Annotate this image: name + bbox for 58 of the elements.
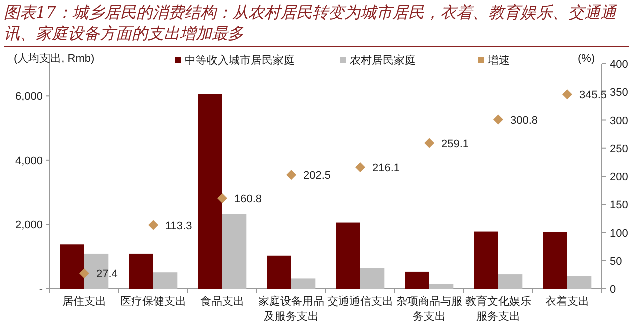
data-label: 27.4 <box>96 268 118 281</box>
point <box>356 162 366 172</box>
y2-tick-label: 200 <box>610 172 628 184</box>
y2-tick-label: 0 <box>610 284 616 296</box>
bar <box>360 268 385 289</box>
y2-tick-label: 400 <box>610 59 628 71</box>
y2-tick-label: 300 <box>610 115 628 128</box>
y2-tick-label: 250 <box>610 143 628 156</box>
x-tick-label: 居住支出 <box>62 295 106 308</box>
bar <box>498 274 523 289</box>
y2-tick-label: 150 <box>610 200 628 212</box>
x-tick-label: 食品支出 <box>200 295 244 308</box>
y2-tick-label: 350 <box>610 87 628 100</box>
data-label: 300.8 <box>510 114 538 127</box>
data-label: 345.5 <box>580 90 608 102</box>
y2-tick-label: 100 <box>610 228 628 240</box>
legend-label: 农村居民家庭 <box>350 54 416 67</box>
legend-label: 增速 <box>487 54 510 67</box>
y-tick-label: 4,000 <box>15 155 43 168</box>
bar <box>292 278 316 289</box>
x-tick-label: 家庭设备用品及服务支出 <box>258 295 324 323</box>
bar <box>129 254 154 289</box>
point <box>562 90 572 100</box>
x-tick-label: 交通通信支出 <box>328 295 394 308</box>
y-axis-title: (人均支出, Rmb) <box>14 52 95 65</box>
point <box>424 138 434 148</box>
point <box>286 170 296 180</box>
bar <box>336 222 360 289</box>
bar <box>405 272 430 289</box>
data-label: 113.3 <box>166 220 192 232</box>
bar <box>474 232 498 289</box>
bar <box>430 284 454 289</box>
bar <box>60 244 84 289</box>
point <box>218 194 228 204</box>
x-tick-label: 杂项商品与服务支出 <box>396 295 462 323</box>
bar <box>543 232 568 289</box>
bar <box>198 94 222 289</box>
y2-axis-title: (%) <box>578 53 596 65</box>
point <box>80 268 90 279</box>
x-tick-label: 医疗保健支出 <box>120 295 186 308</box>
data-label: 216.1 <box>372 162 400 174</box>
y-tick-label: 6,000 <box>15 91 43 104</box>
bar <box>568 276 592 289</box>
bar <box>267 256 292 289</box>
legend-label: 中等收入城市居民家庭 <box>185 54 295 67</box>
point <box>148 220 158 230</box>
point <box>494 114 504 125</box>
y-tick-label: 2,000 <box>15 220 43 232</box>
x-tick-label: 衣着支出 <box>546 295 590 308</box>
bar <box>154 272 178 289</box>
y-tick-label: - <box>39 284 44 296</box>
y2-tick-label: 50 <box>610 256 622 268</box>
data-label: 259.1 <box>442 138 470 150</box>
x-tick-label: 教育文化娱乐服务支出 <box>466 295 532 323</box>
data-label: 202.5 <box>304 170 332 182</box>
bar <box>222 214 247 289</box>
chart-title: 图表17：城乡居民的消费结构：从农村居民转变为城市居民，衣着、教育娱乐、交通通讯、家庭设备方面的支出增加最多 <box>4 2 629 47</box>
data-label: 160.8 <box>234 194 262 206</box>
